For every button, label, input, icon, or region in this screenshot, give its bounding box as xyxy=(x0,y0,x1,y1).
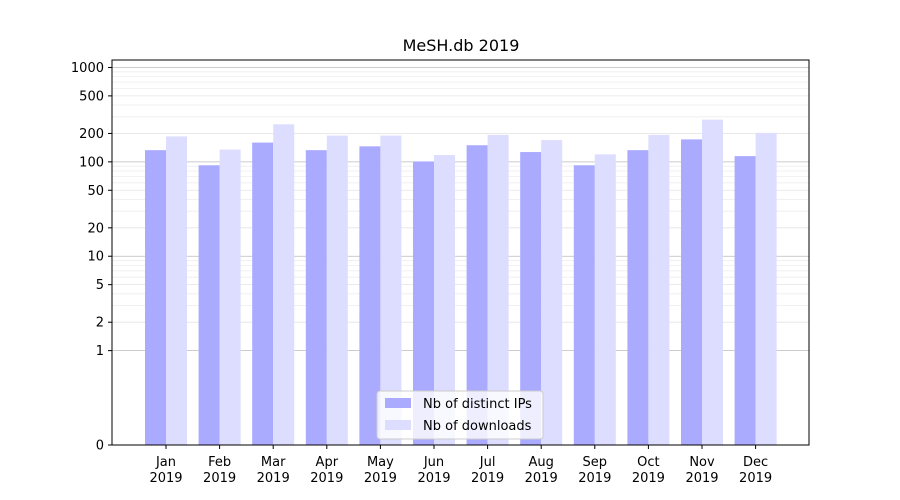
bar-downloads xyxy=(702,119,723,445)
y-tick-label: 5 xyxy=(96,278,104,293)
x-tick-label-month: Dec xyxy=(743,455,768,470)
bar-downloads xyxy=(541,140,563,445)
legend-label-downloads: Nb of downloads xyxy=(423,419,532,434)
y-axis: 0 1 2 5 10 20 50 100 200 500 1000 xyxy=(71,61,112,454)
bar-downloads xyxy=(487,134,509,445)
bar-downloads xyxy=(166,136,187,446)
y-tick-label: 0 xyxy=(96,439,104,454)
chart-title: MeSH.db 2019 xyxy=(403,36,520,55)
legend-label-ips: Nb of distinct IPs xyxy=(423,397,532,412)
legend-box xyxy=(376,390,544,440)
x-tick-label-year: 2019 xyxy=(685,471,718,486)
legend-swatch-ips xyxy=(385,398,411,408)
x-tick-label-year: 2019 xyxy=(578,471,611,486)
bar-downloads xyxy=(380,135,402,445)
bar-downloads xyxy=(594,154,616,445)
legend: Nb of distinct IPs Nb of downloads xyxy=(376,390,544,440)
bar-distinct-ips xyxy=(627,150,649,445)
bar-downloads xyxy=(326,135,348,445)
bar-downloads xyxy=(755,132,777,445)
bar-distinct-ips xyxy=(573,165,595,445)
x-tick-label-month: Nov xyxy=(689,455,715,470)
bar-distinct-ips xyxy=(359,146,381,445)
bar-downloads xyxy=(648,134,670,445)
y-tick-label: 20 xyxy=(87,221,104,236)
bar-downloads xyxy=(434,155,455,445)
y-tick-label: 2 xyxy=(96,316,104,331)
bars xyxy=(145,119,777,446)
bar-downloads xyxy=(219,149,241,445)
bar-distinct-ips xyxy=(520,152,542,445)
bar-distinct-ips xyxy=(252,142,274,445)
x-tick-label-month: Apr xyxy=(316,455,339,470)
x-tick-label-year: 2019 xyxy=(203,471,236,486)
x-tick-label-year: 2019 xyxy=(471,471,504,486)
bar-distinct-ips xyxy=(145,150,166,445)
x-tick-label-year: 2019 xyxy=(417,471,450,486)
y-tick-label: 100 xyxy=(79,155,104,170)
y-tick-label: 50 xyxy=(87,184,104,199)
bar-distinct-ips xyxy=(305,150,327,445)
x-tick-label-month: Jul xyxy=(479,455,496,470)
x-tick-label-month: Feb xyxy=(208,455,231,470)
y-tick-label: 10 xyxy=(87,250,104,265)
x-tick-label-month: Jun xyxy=(423,455,444,470)
x-tick-label-month: Sep xyxy=(583,455,608,470)
x-tick-label-month: Oct xyxy=(637,455,659,470)
x-tick-label-year: 2019 xyxy=(310,471,343,486)
x-tick-label-month: May xyxy=(367,455,394,470)
bar-distinct-ips xyxy=(466,145,488,445)
x-tick-label-year: 2019 xyxy=(739,471,772,486)
plot-frame xyxy=(111,59,810,446)
bar-distinct-ips xyxy=(413,161,434,445)
x-axis: Jan2019Feb2019Mar2019Apr2019May2019Jun20… xyxy=(149,445,772,486)
y-tick-label: 1000 xyxy=(71,61,104,76)
x-tick-label-year: 2019 xyxy=(257,471,290,486)
x-tick-label-year: 2019 xyxy=(632,471,665,486)
bar-distinct-ips xyxy=(681,139,702,445)
legend-swatch-downloads xyxy=(385,420,411,430)
x-tick-label-month: Jan xyxy=(155,455,176,470)
x-tick-label-year: 2019 xyxy=(149,471,182,486)
x-tick-label-month: Mar xyxy=(261,455,286,470)
y-tick-label: 200 xyxy=(79,127,104,142)
bar-distinct-ips xyxy=(198,165,220,445)
x-tick-label-year: 2019 xyxy=(364,471,397,486)
x-tick-label-year: 2019 xyxy=(525,471,558,486)
bar-downloads xyxy=(273,124,295,446)
x-tick-label-month: Aug xyxy=(529,455,554,470)
bar-distinct-ips xyxy=(734,156,756,446)
y-tick-label: 1 xyxy=(96,344,104,359)
y-tick-label: 500 xyxy=(79,89,104,104)
